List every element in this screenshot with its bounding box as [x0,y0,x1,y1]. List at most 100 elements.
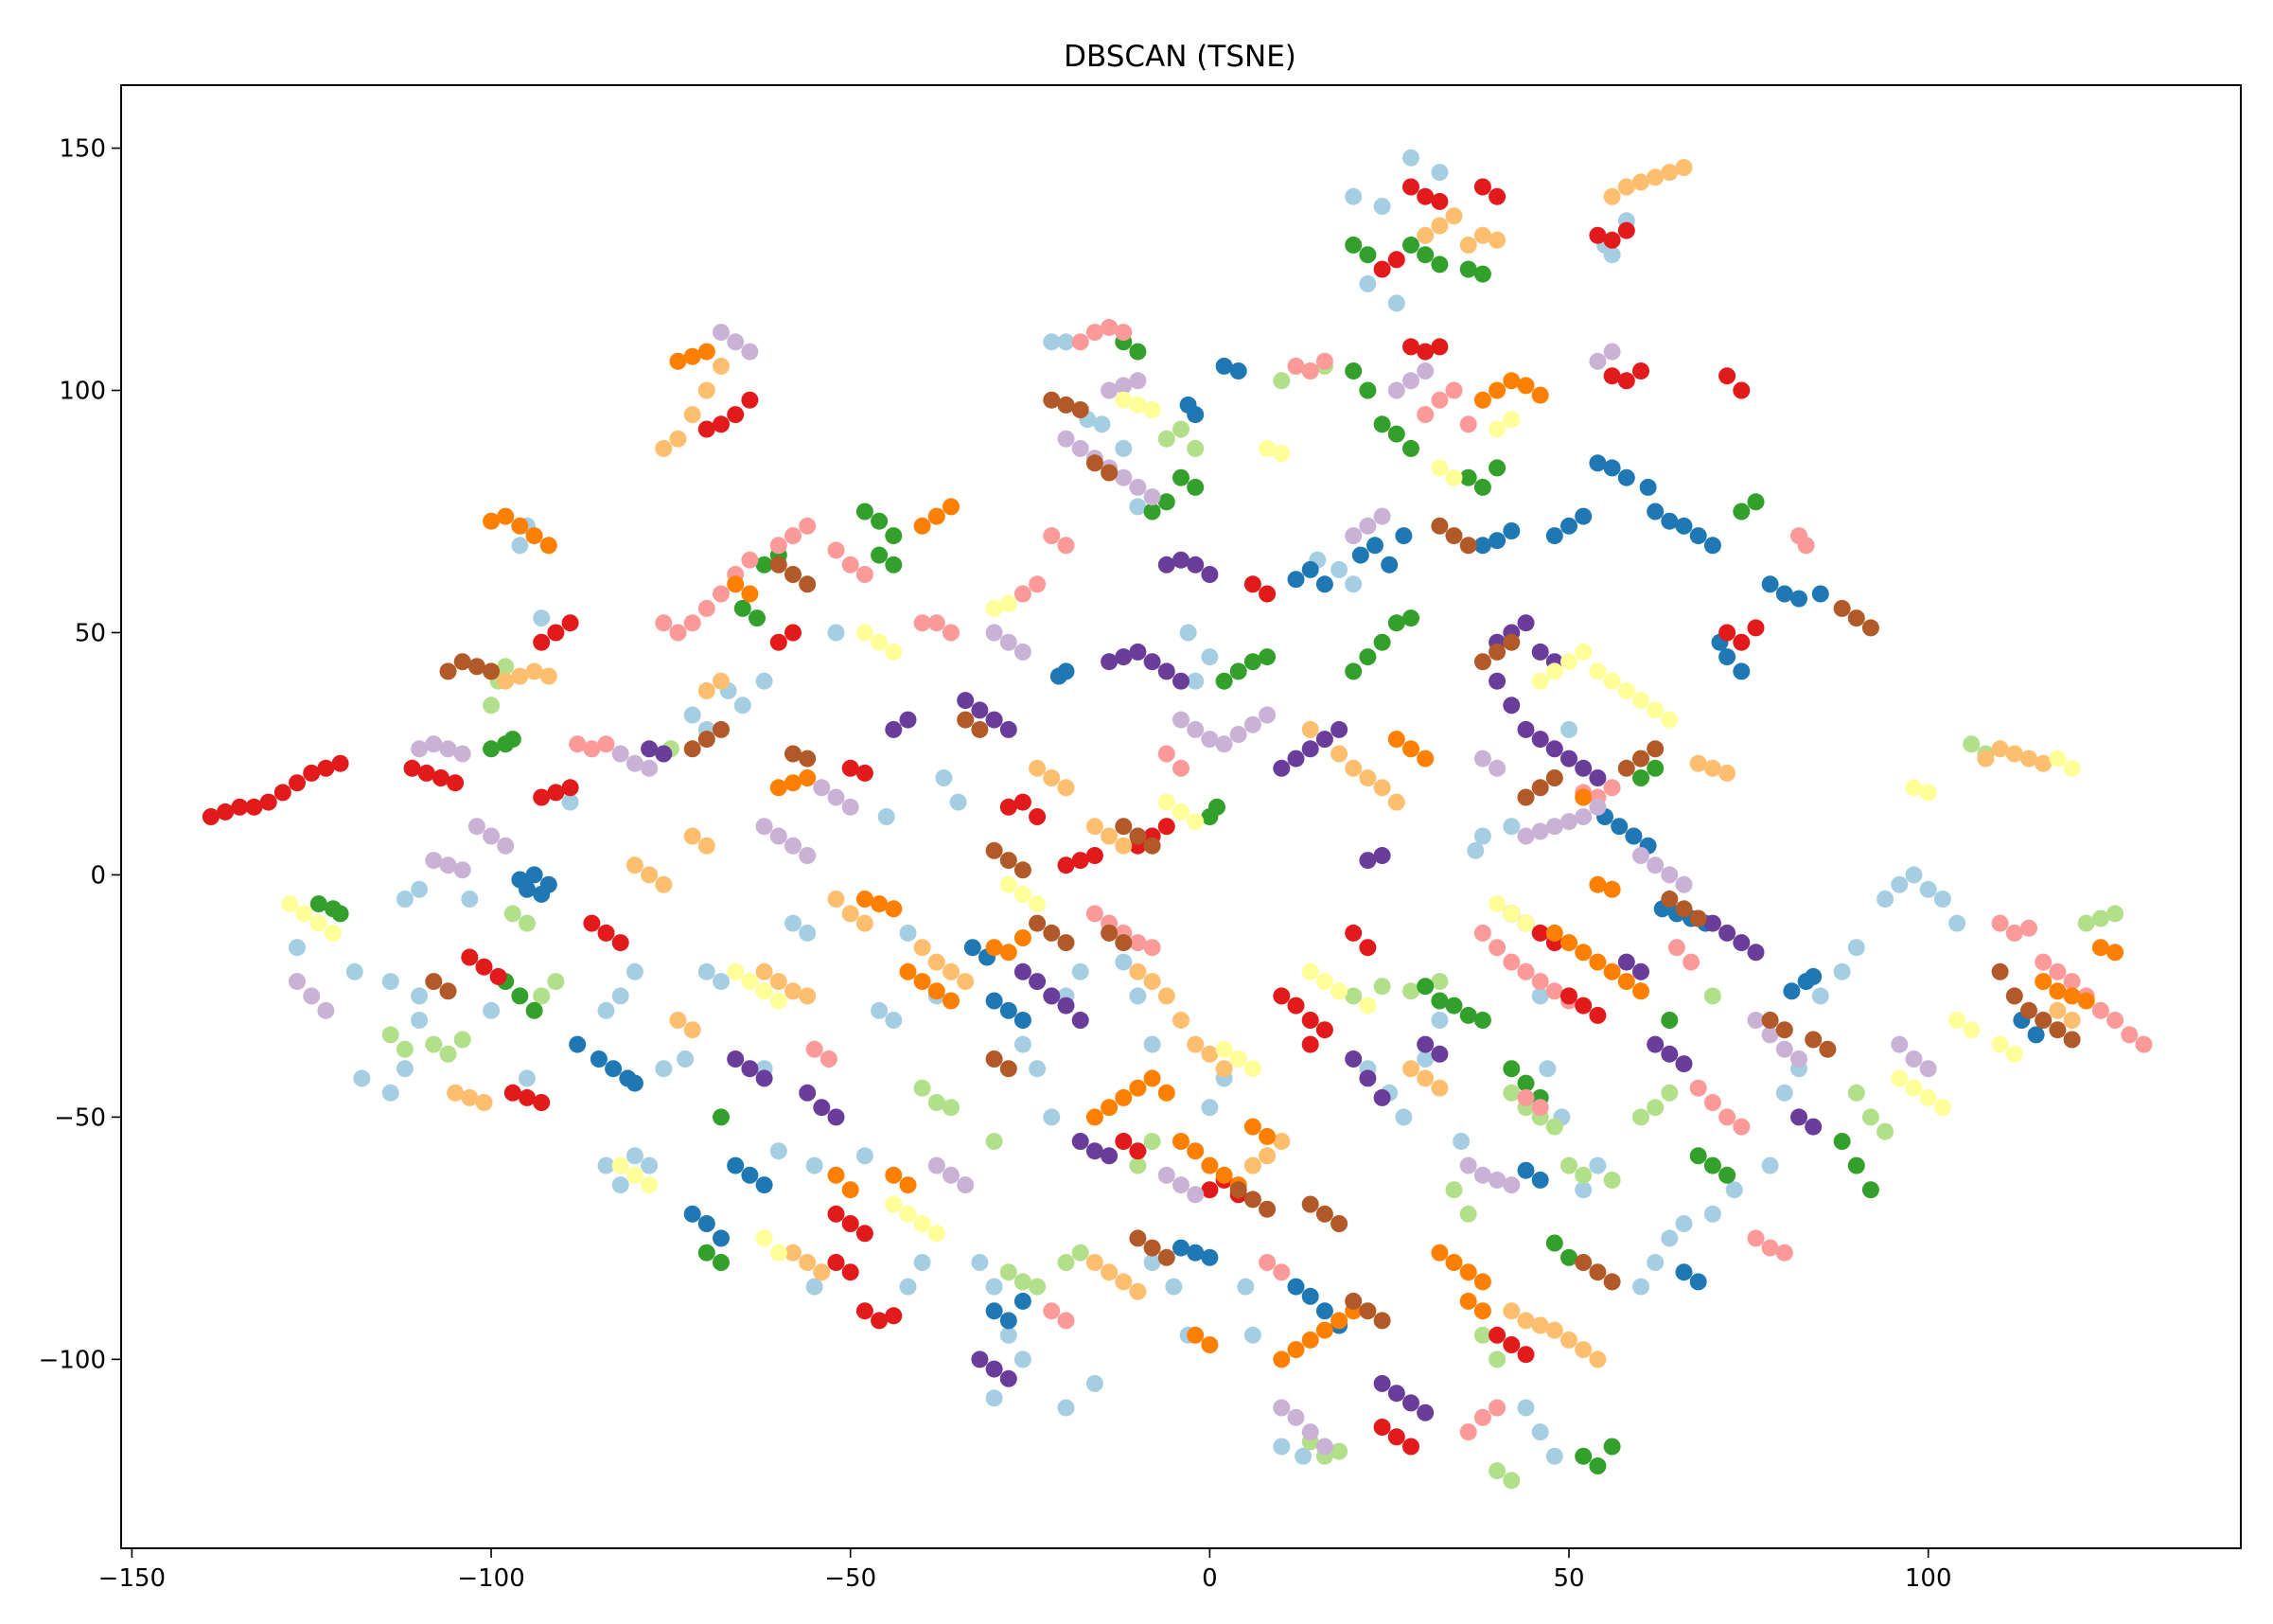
scatter-point [425,735,443,753]
scatter-point [943,962,960,980]
scatter-point [1790,1108,1807,1126]
scatter-point [999,594,1017,612]
scatter-point [985,599,1003,617]
scatter-point [1387,614,1405,632]
scatter-point [1833,1133,1851,1150]
scatter-point [1057,1399,1075,1417]
scatter-point [943,992,960,1010]
scatter-point [1675,1215,1693,1232]
scatter-point [1575,1341,1593,1359]
scatter-point [1387,425,1405,443]
scatter-point [547,973,565,991]
scatter-point [1905,1079,1923,1097]
scatter-point [2063,1031,2081,1049]
scatter-point [1503,1302,1521,1320]
scatter-point [626,754,643,772]
scatter-point [547,784,565,802]
scatter-point [784,624,802,642]
scatter-point [1085,818,1103,836]
scatter-point [1157,1084,1175,1102]
scatter-point [1632,1108,1649,1126]
scatter-point [317,759,335,777]
scatter-point [1747,493,1765,511]
scatter-point [467,818,485,836]
scatter-point [697,599,715,617]
scatter-point [1489,643,1507,661]
scatter-point [1675,875,1693,893]
scatter-point [963,939,981,957]
scatter-point [611,745,629,763]
scatter-point [2091,939,2109,957]
scatter-point [1689,754,1707,772]
scatter-point [2063,973,2081,991]
scatter-point [1029,759,1047,777]
scatter-point [1675,900,1693,918]
scatter-point [1029,914,1047,932]
scatter-point [1617,221,1635,239]
scatter-point [483,1001,501,1019]
scatter-point [1101,653,1119,671]
scatter-point [1201,1248,1219,1266]
scatter-point [1632,769,1649,786]
scatter-point [985,992,1003,1010]
scatter-point [1345,187,1363,205]
scatter-point [1243,1156,1261,1174]
scatter-point [985,1389,1003,1407]
scatter-point [985,939,1003,957]
scatter-point [1387,381,1405,399]
scatter-point [1503,905,1521,923]
scatter-point [1575,507,1593,525]
scatter-point [1489,532,1507,550]
scatter-point [1359,648,1377,666]
scatter-point [683,706,701,724]
scatter-point [1043,987,1061,1005]
scatter-point [1905,866,1923,884]
scatter-point [1129,1156,1147,1174]
scatter-point [784,774,802,792]
scatter-point [1689,1147,1707,1165]
scatter-point [533,987,551,1005]
scatter-point [769,827,787,845]
scatter-point [2035,754,2053,772]
scatter-point [713,672,730,690]
scatter-point [1359,1302,1377,1320]
scatter-point [1359,381,1377,399]
scatter-point [511,667,529,685]
scatter-point [1783,982,1801,1000]
scatter-point [1101,1263,1119,1281]
scatter-point [1545,769,1563,786]
scatter-point [1560,987,1577,1005]
scatter-point [1603,459,1621,477]
scatter-point [1459,537,1477,555]
scatter-point [1013,643,1031,661]
scatter-point [325,924,342,942]
scatter-point [1919,880,1937,898]
scatter-point [626,1147,643,1165]
scatter-point [1402,149,1419,167]
scatter-point [1503,522,1521,539]
scatter-point [539,667,557,685]
scatter-point [1589,953,1607,971]
scatter-point [475,958,493,976]
scatter-point [1259,1127,1277,1145]
scatter-point [1667,939,1685,957]
scatter-point [1459,1156,1477,1174]
scatter-point [1115,377,1133,395]
scatter-point [1589,875,1607,893]
scatter-point [1101,827,1119,845]
scatter-point [1545,818,1563,836]
scatter-point [1661,164,1679,182]
scatter-point [1847,1084,1865,1102]
scatter-point [1259,1254,1277,1271]
scatter-point [1287,357,1305,375]
scatter-point [1445,207,1463,225]
scatter-point [483,740,501,758]
scatter-point [1467,841,1485,859]
scatter-point [1071,1244,1089,1262]
scatter-point [1703,914,1721,932]
scatter-point [1057,856,1075,874]
scatter-point [289,939,306,957]
scatter-point [1115,934,1133,952]
scatter-point [1473,1408,1491,1426]
